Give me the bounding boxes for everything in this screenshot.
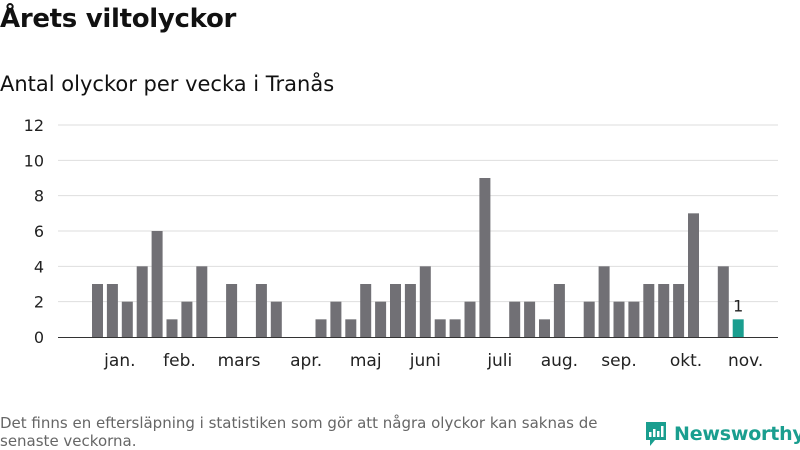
- brand-name: Newsworthy: [674, 423, 800, 445]
- x-tick-label: sep.: [601, 351, 637, 371]
- bar: [181, 301, 193, 337]
- bar: [479, 178, 491, 337]
- bar: [151, 231, 163, 337]
- newsworthy-logo: Newsworthy: [644, 418, 800, 450]
- chart-subtitle: Antal olyckor per vecka i Tranås: [0, 72, 335, 96]
- bar: [196, 266, 208, 337]
- x-tick-label: feb.: [163, 351, 196, 371]
- chart-title: Årets viltolyckor: [0, 4, 237, 34]
- bar: [404, 284, 416, 337]
- bar: [732, 319, 744, 337]
- bar: [166, 319, 178, 337]
- data-labels: 1: [733, 296, 743, 315]
- y-tick-label: 8: [34, 187, 44, 206]
- y-gridlines: [58, 124, 778, 303]
- y-tick-label: 4: [34, 257, 44, 276]
- bar: [92, 284, 103, 337]
- bar: [643, 284, 655, 337]
- footnote: Det finns en eftersläpning i statistiken…: [0, 414, 598, 450]
- x-axis-month-labels: jan. feb. mars apr. maj juni juli aug. sep. okt. n…: [103, 351, 763, 371]
- x-tick-label: apr.: [290, 351, 322, 371]
- y-tick-label: 10: [24, 151, 44, 170]
- bar: [658, 284, 670, 337]
- bar: [583, 301, 595, 337]
- bar: [553, 284, 565, 337]
- bar: [121, 301, 133, 337]
- data-label: 1: [733, 296, 743, 315]
- bar: [360, 284, 372, 337]
- x-tick-label: okt.: [670, 351, 702, 371]
- bar: [390, 284, 401, 337]
- bar: [255, 284, 267, 337]
- bar: [539, 319, 550, 337]
- x-tick-label: aug.: [541, 351, 578, 371]
- bar: [524, 301, 536, 337]
- newsworthy-logo-icon: [646, 422, 666, 446]
- bar: [598, 266, 610, 337]
- bar: [226, 284, 238, 337]
- bar: [628, 301, 640, 337]
- bar: [434, 319, 446, 337]
- bar: [136, 266, 148, 337]
- y-tick-label: 0: [34, 328, 44, 347]
- x-tick-label: mars: [218, 351, 261, 371]
- bar: [717, 266, 729, 337]
- bar: [345, 319, 357, 337]
- bar: [673, 284, 685, 337]
- bar: [270, 301, 282, 337]
- bars: [92, 178, 744, 337]
- bar: [315, 319, 327, 337]
- bar: [464, 301, 476, 337]
- x-tick-label: jan.: [103, 351, 135, 371]
- y-tick-label: 2: [34, 293, 44, 312]
- x-tick-label: juli: [486, 351, 512, 371]
- x-tick-label: maj: [350, 351, 382, 371]
- bar: [375, 301, 387, 337]
- bar: [330, 301, 342, 337]
- y-tick-label: 12: [24, 116, 44, 135]
- y-axis-tick-labels: 0 2 4 6 8 10 12: [24, 116, 44, 347]
- y-tick-label: 6: [34, 222, 44, 241]
- bar: [688, 213, 699, 337]
- x-tick-label: nov.: [728, 351, 763, 371]
- bar-chart: 0 2 4 6 8 10 12 1 jan. feb. mars apr. maj juni juli a…: [24, 116, 778, 371]
- bar: [509, 301, 521, 337]
- bar: [419, 266, 431, 337]
- bar: [613, 301, 625, 337]
- x-tick-label: juni: [409, 351, 441, 371]
- bar: [106, 284, 118, 337]
- bar: [449, 319, 461, 337]
